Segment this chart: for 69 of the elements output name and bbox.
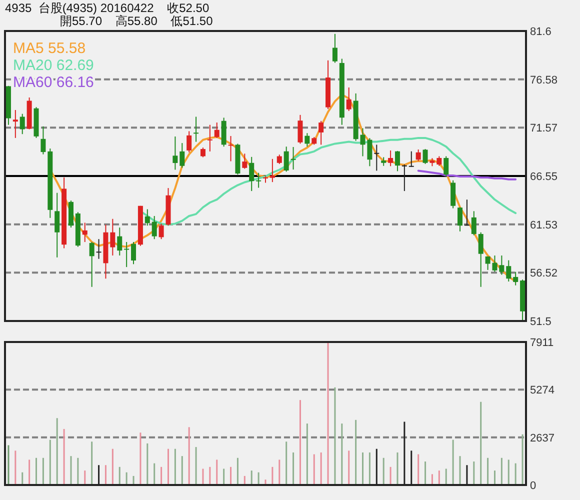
candlestick	[450, 180, 456, 209]
candlestick	[444, 156, 449, 177]
candlestick	[54, 192, 60, 258]
candlestick	[256, 172, 262, 188]
candlestick	[180, 142, 185, 168]
candlestick	[416, 149, 421, 162]
candlestick	[207, 124, 212, 152]
y-tick-label: 2637	[530, 432, 554, 444]
candlestick	[228, 136, 234, 162]
y-tick-label: 51.5	[530, 316, 552, 328]
candlestick	[249, 156, 254, 192]
candlestick	[290, 146, 296, 170]
candlestick	[436, 156, 442, 166]
candlestick	[394, 150, 400, 172]
candlestick	[402, 164, 407, 192]
candlestick	[499, 254, 504, 276]
y-tick-label: 0	[530, 480, 536, 492]
candlestick	[12, 110, 18, 138]
chart-subtitle: 開55.70 高55.80 低51.50	[60, 14, 214, 28]
candlestick	[471, 210, 476, 236]
candlestick	[221, 117, 226, 148]
text: MA5 55.58	[13, 40, 86, 57]
y-tick-label: 56.52	[530, 268, 558, 280]
candlestick	[68, 200, 74, 228]
candlestick	[298, 114, 303, 144]
y-tick-label: 71.57	[530, 122, 558, 135]
candlestick	[144, 208, 150, 226]
candlestick	[124, 241, 130, 268]
candlestick	[304, 132, 310, 148]
candlestick	[422, 148, 428, 164]
candlestick	[276, 154, 282, 164]
candlestick	[214, 122, 220, 138]
candlestick	[374, 144, 380, 172]
candlestick	[513, 271, 518, 286]
candlestick	[40, 126, 46, 155]
candlestick	[332, 33, 338, 64]
candlestick	[186, 130, 192, 153]
candlestick	[464, 199, 470, 226]
candlestick	[89, 241, 94, 288]
y-tick-label: 66.55	[530, 171, 558, 183]
candlestick	[284, 146, 289, 172]
y-tick-label: 5274	[530, 384, 554, 397]
candlestick	[117, 227, 122, 256]
candlestick	[96, 238, 102, 260]
candlestick	[318, 120, 324, 146]
candlestick	[506, 260, 512, 282]
candlestick	[82, 222, 88, 242]
candlestick	[152, 215, 157, 240]
candlestick	[200, 147, 206, 158]
y-tick-label: 61.53	[530, 219, 558, 232]
candlestick	[346, 86, 352, 112]
y-tick-label: 7911	[530, 337, 554, 349]
y-tick-label: 81.6	[530, 26, 552, 38]
candlestick	[408, 150, 414, 168]
candlestick	[478, 232, 484, 288]
candlestick	[20, 113, 25, 135]
candlestick	[131, 241, 136, 265]
line-series	[417, 170, 517, 180]
y-tick-label: 76.58	[530, 74, 558, 86]
candlestick	[270, 158, 275, 183]
candlestick	[242, 153, 248, 170]
candlestick	[194, 116, 199, 142]
text: MA20 62.69	[13, 57, 94, 74]
candlestick	[158, 223, 164, 240]
candlestick	[172, 136, 178, 170]
chart-title: 4935 台股(4935) 20160422 收52.50	[5, 1, 210, 15]
candlestick	[110, 218, 116, 256]
candlestick	[388, 150, 394, 167]
candlestick	[458, 206, 463, 232]
